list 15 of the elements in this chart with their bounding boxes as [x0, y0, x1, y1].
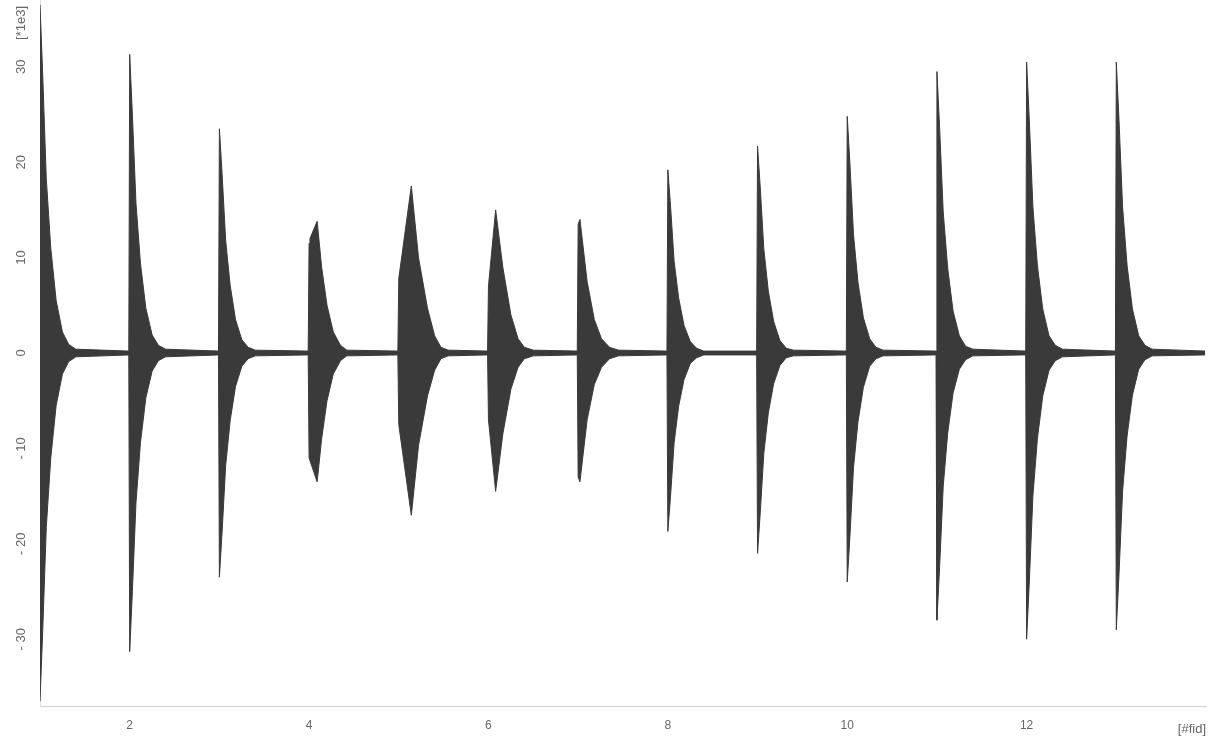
x-tick-label: 10 [840, 717, 855, 732]
y-tick-label: 20 [12, 154, 28, 170]
y-tick-label: - 20 [12, 532, 28, 556]
x-tick-label: 12 [1019, 717, 1034, 732]
x-tick-label: 4 [305, 717, 313, 732]
y-tick-label: - 10 [12, 437, 28, 460]
x-tick-label: 2 [126, 717, 134, 732]
y-axis-title: [*1e3] [12, 6, 28, 40]
y-tick-label: 30 [12, 59, 28, 75]
x-tick-label: 6 [485, 717, 493, 732]
y-tick-label: - 30 [12, 628, 28, 651]
y-tick-label: 0 [12, 349, 28, 357]
x-tick-label: 8 [664, 717, 672, 732]
x-axis-title: [#fid] [1177, 720, 1206, 736]
y-tick-label: 10 [12, 250, 28, 265]
